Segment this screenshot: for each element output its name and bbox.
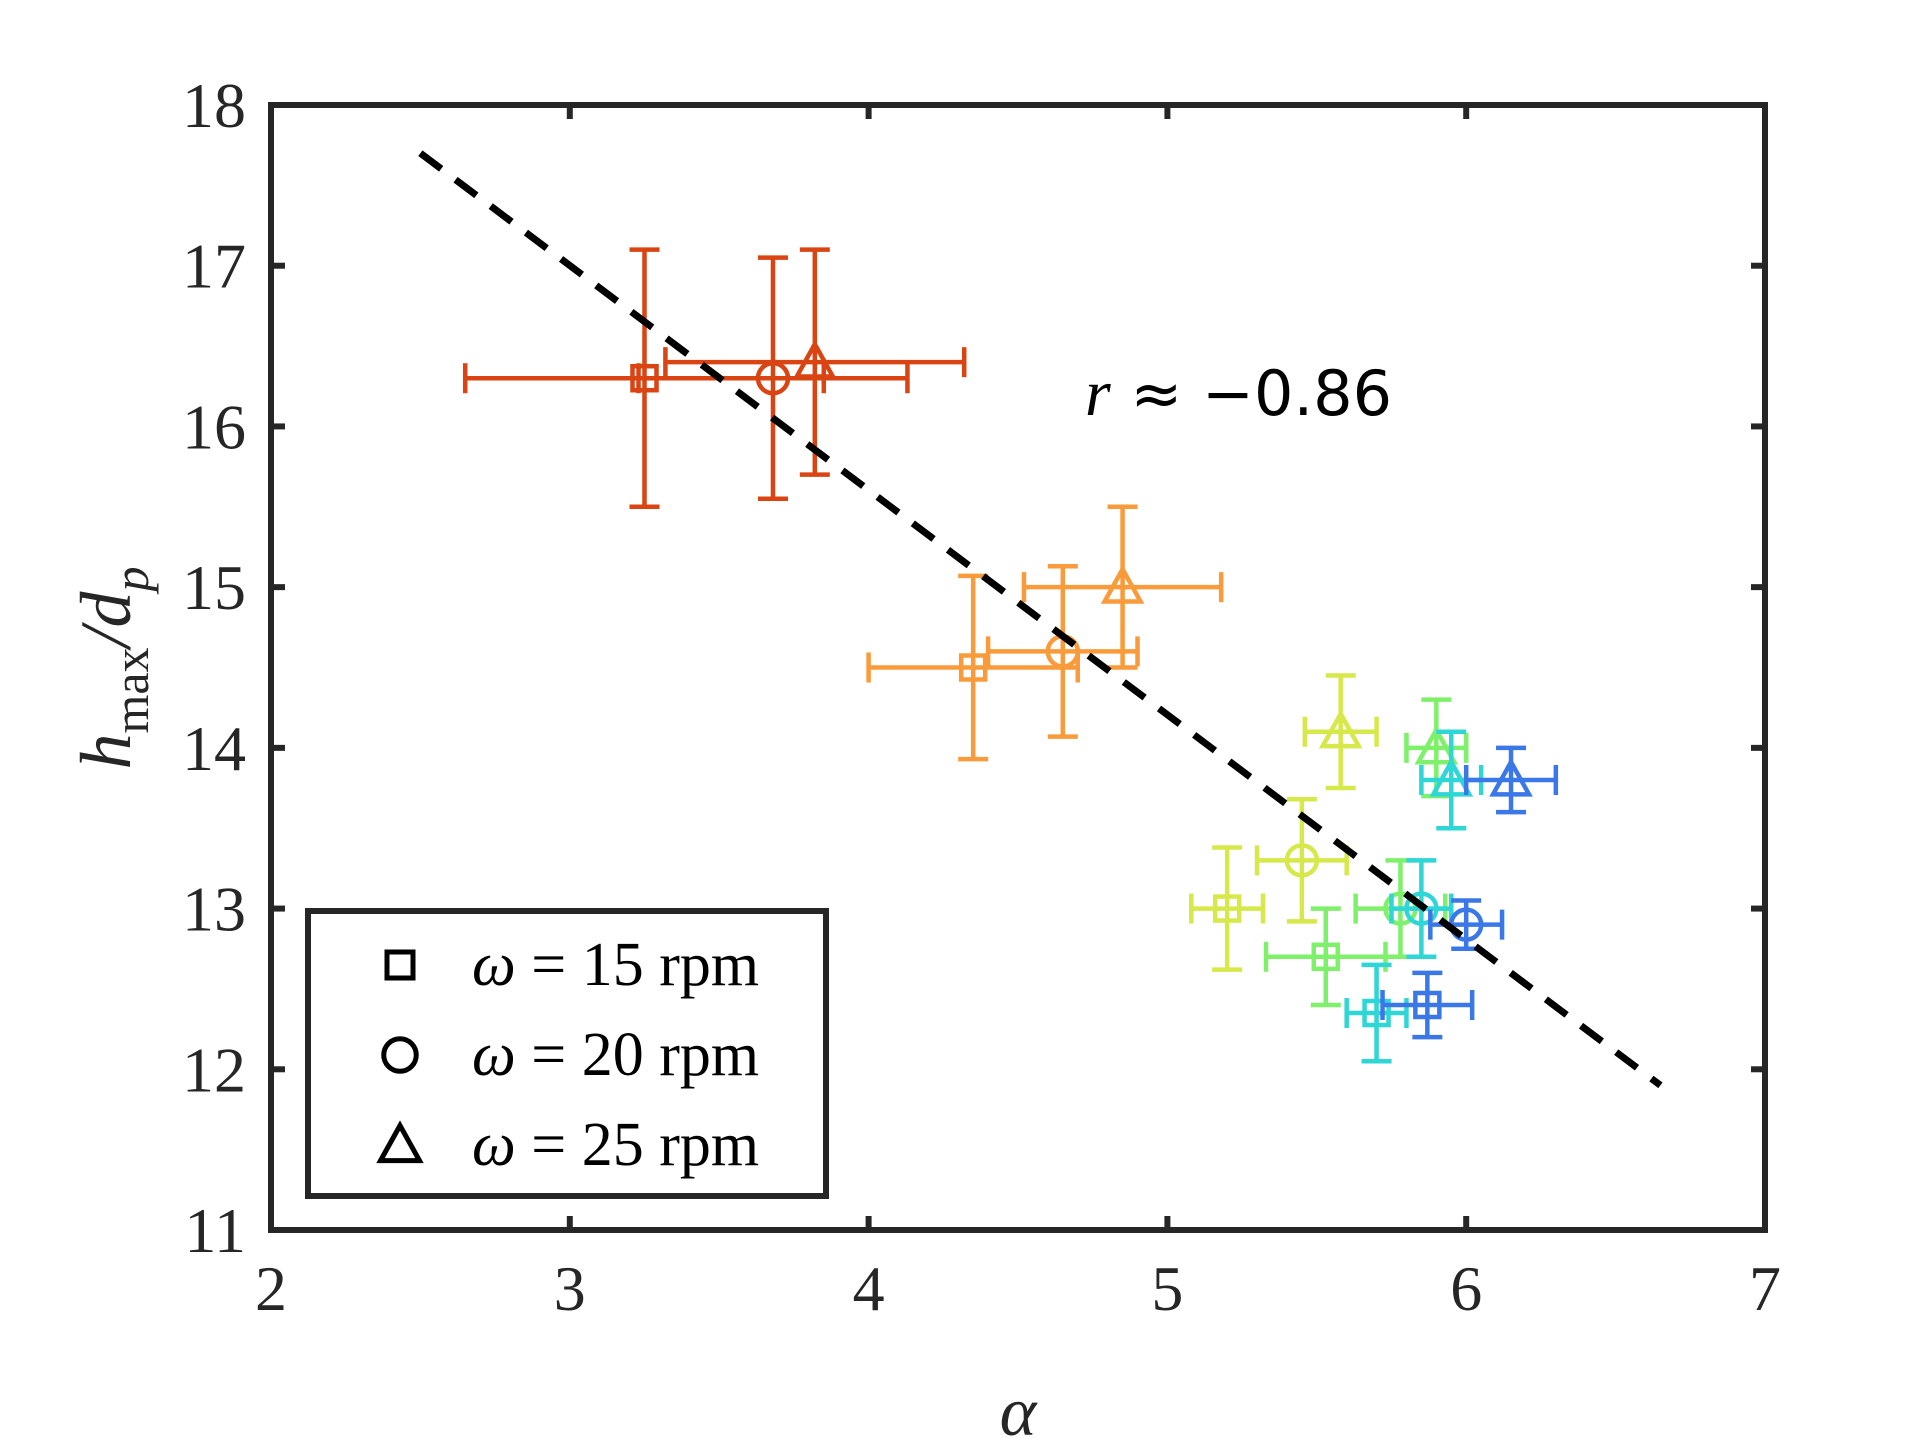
- data-point-marker-triangle: [1100, 564, 1145, 604]
- legend-label-15: ω = 15 rpm: [472, 931, 759, 999]
- correlation-annotation: r ≈ −0.86: [1085, 357, 1392, 430]
- y-tick-label: 16: [182, 391, 246, 462]
- correlation-value: ≈ −0.86: [1111, 357, 1392, 430]
- y-tick-label: 12: [182, 1034, 246, 1105]
- legend-label-25: ω = 25 rpm: [472, 1111, 759, 1179]
- legend-text-20: = 20 rpm: [516, 1021, 759, 1089]
- data-point-marker-square: [958, 653, 988, 682]
- trend-line: [418, 150, 1663, 1089]
- x-axis-label: α: [1000, 1374, 1038, 1444]
- data-point-marker-square: [1413, 990, 1442, 1020]
- data-point-group: [1344, 962, 1409, 1064]
- legend-marker-square: [384, 949, 416, 981]
- legend-marker-triangle: [376, 1120, 424, 1164]
- legend-label-20: ω = 20 rpm: [472, 1021, 759, 1089]
- y-tick-label: 15: [182, 552, 246, 623]
- plot-area-frame: [268, 102, 1768, 1233]
- legend-box: [305, 908, 829, 1199]
- data-point-marker-triangle: [792, 339, 837, 379]
- data-point-group: [866, 573, 1081, 762]
- y-label-d: /d: [66, 590, 146, 651]
- x-tick-label: 7: [1749, 1253, 1781, 1324]
- data-point-group: [663, 247, 967, 477]
- x-tick-label: 2: [255, 1253, 287, 1324]
- data-point-marker-circle: [1404, 891, 1439, 926]
- x-tick-label: 5: [1151, 1253, 1183, 1324]
- legend: ω = 15 rpm ω = 20 rpm ω = 25 rpm: [305, 908, 829, 1199]
- x-tick-label: 6: [1450, 1253, 1482, 1324]
- y-label-p: p: [103, 566, 159, 594]
- data-point-group: [1263, 906, 1388, 1008]
- data-point-marker-square: [1362, 998, 1391, 1028]
- correlation-symbol: r: [1085, 357, 1111, 430]
- y-axis-label: hmax/dp: [66, 566, 159, 769]
- data-point-marker-square: [1311, 942, 1341, 972]
- x-tick-label: 4: [853, 1253, 885, 1324]
- data-point-group: [1302, 673, 1379, 791]
- y-tick-label: 14: [182, 713, 246, 784]
- y-tick-label: 11: [184, 1195, 246, 1266]
- data-point-marker-triangle: [1414, 725, 1459, 765]
- data-point-marker-triangle: [1318, 709, 1363, 749]
- legend-marker-circle: [381, 1036, 419, 1074]
- y-tick-label: 13: [182, 874, 246, 945]
- legend-omega-25: ω: [472, 1111, 516, 1179]
- data-point-group: [1189, 845, 1266, 972]
- data-point-marker-triangle: [1429, 757, 1474, 797]
- data-point-group: [985, 564, 1140, 739]
- y-label-h: h: [66, 734, 146, 770]
- y-tick-label: 17: [182, 231, 246, 302]
- x-tick-label: 3: [554, 1253, 586, 1324]
- legend-text-25: = 25 rpm: [516, 1111, 759, 1179]
- legend-omega-20: ω: [472, 1021, 516, 1089]
- data-point-group: [1463, 745, 1559, 815]
- data-point-group: [1021, 504, 1224, 670]
- data-point-group: [636, 255, 910, 501]
- y-label-max: max: [103, 647, 159, 733]
- data-point-marker-triangle: [1489, 757, 1533, 797]
- y-tick-label: 18: [182, 70, 246, 141]
- legend-omega-15: ω: [472, 931, 516, 999]
- data-point-marker-circle: [1284, 843, 1320, 878]
- legend-text-15: = 15 rpm: [516, 931, 759, 999]
- data-point-marker-square: [1212, 894, 1242, 923]
- data-point-group: [1380, 970, 1475, 1040]
